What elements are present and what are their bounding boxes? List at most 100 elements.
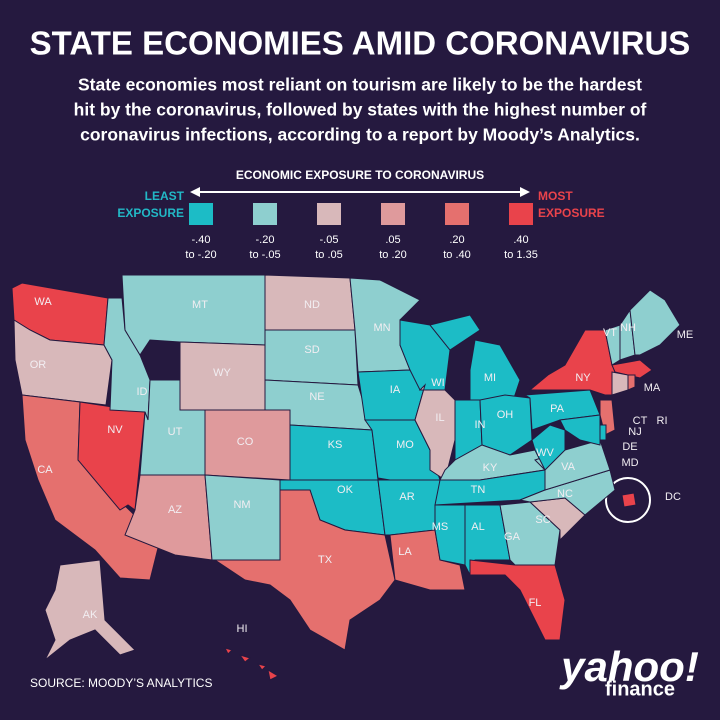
legend-range: -.20: [256, 234, 275, 246]
state-label: NH: [620, 322, 636, 334]
legend-range: .20: [449, 234, 464, 246]
state: [621, 492, 637, 508]
legend-swatch: [445, 203, 469, 225]
state-label: MI: [484, 372, 496, 384]
legend-range: to .05: [315, 249, 343, 261]
state-label: ND: [304, 299, 320, 311]
state: [629, 289, 681, 356]
legend-range: .40: [513, 234, 528, 246]
state: [518, 469, 616, 516]
state-label: VT: [603, 327, 617, 339]
state-label: SC: [535, 514, 550, 526]
state-label: AL: [471, 521, 484, 533]
state-label: CT: [633, 415, 648, 427]
brand-name: yahoo!: [559, 643, 699, 690]
subtitle: coronavirus infections, according to a r…: [80, 125, 640, 145]
state: [204, 474, 281, 561]
state-label: NY: [575, 372, 591, 384]
state: [213, 489, 396, 651]
subtitle: hit by the coronavirus, followed by stat…: [74, 100, 647, 120]
state-label: WY: [213, 367, 231, 379]
state: [224, 647, 280, 681]
state-label: NE: [309, 391, 324, 403]
state-label: FL: [529, 597, 542, 609]
brand-product: finance: [605, 678, 675, 700]
state-label: MT: [192, 299, 208, 311]
state: [434, 504, 466, 566]
legend-swatch: [509, 203, 533, 225]
state-label: RI: [657, 415, 668, 427]
state: [559, 414, 601, 446]
title: STATE ECONOMIES AMID CORONAVIRUS: [30, 25, 691, 62]
legend-most: EXPOSURE: [538, 206, 605, 220]
legend-range: -.05: [320, 234, 339, 246]
state-label: ME: [677, 329, 694, 341]
state-label: DE: [622, 441, 637, 453]
state-label: PA: [550, 403, 565, 415]
state-label: MD: [621, 457, 638, 469]
state-label: NM: [233, 499, 250, 511]
state-label: NC: [557, 488, 573, 500]
state-label: MO: [396, 439, 414, 451]
legend-range: to .20: [379, 249, 407, 261]
legend-range: to -.20: [185, 249, 216, 261]
state-label: AR: [399, 491, 414, 503]
state-label: AZ: [168, 504, 182, 516]
state-label: KY: [483, 462, 498, 474]
state-label: LA: [398, 546, 412, 558]
state-label: WV: [536, 447, 554, 459]
state: [599, 424, 607, 441]
legend-swatch: [381, 203, 405, 225]
legend-least: LEAST: [145, 189, 185, 203]
state-label: VA: [561, 461, 576, 473]
legend-arrow: [190, 187, 530, 197]
state-label: CA: [37, 464, 53, 476]
source: SOURCE: MOODY’S ANALYTICS: [30, 676, 212, 690]
state: [627, 374, 636, 391]
state-label: SD: [304, 344, 319, 356]
state-label: TN: [471, 484, 486, 496]
state-label: OH: [497, 409, 514, 421]
legend-range: -.40: [192, 234, 211, 246]
legend-least: EXPOSURE: [117, 206, 184, 220]
legend-title: ECONOMIC EXPOSURE TO CORONAVIRUS: [236, 168, 484, 182]
state-label: HI: [237, 623, 248, 635]
legend-range: .05: [385, 234, 400, 246]
state: [264, 329, 359, 386]
state-label: ID: [137, 386, 148, 398]
state-label: NJ: [628, 426, 641, 438]
dc-inset: [605, 477, 651, 523]
state-label: CO: [237, 436, 254, 448]
state-label: IL: [435, 412, 444, 424]
state-label: GA: [504, 531, 521, 543]
state-label: NV: [107, 424, 123, 436]
state-label: MN: [373, 322, 390, 334]
legend-swatch: [253, 203, 277, 225]
legend-range: to .40: [443, 249, 471, 261]
state: [289, 424, 379, 481]
state: [377, 479, 441, 536]
state-label: OR: [30, 359, 47, 371]
legend-swatch: [189, 203, 213, 225]
legend-swatch: [317, 203, 341, 225]
state: [531, 424, 566, 471]
state-label: IA: [390, 384, 401, 396]
state-label: KS: [328, 439, 343, 451]
state-label: TX: [318, 554, 333, 566]
state: [44, 559, 136, 661]
state-label: WI: [431, 377, 444, 389]
state: [469, 559, 566, 641]
state: [414, 383, 456, 481]
subtitle: State economies most reliant on tourism …: [78, 75, 642, 95]
state-label: OK: [337, 484, 354, 496]
legend-most: MOST: [538, 189, 573, 203]
state-label: WA: [34, 296, 52, 308]
state-label: MS: [432, 521, 449, 533]
state-label: DC: [665, 491, 681, 503]
legend-range: to -.05: [249, 249, 280, 261]
state-label: MA: [644, 382, 661, 394]
legend-range: to 1.35: [504, 249, 538, 261]
state-label: UT: [168, 426, 183, 438]
state-label: IN: [475, 419, 486, 431]
